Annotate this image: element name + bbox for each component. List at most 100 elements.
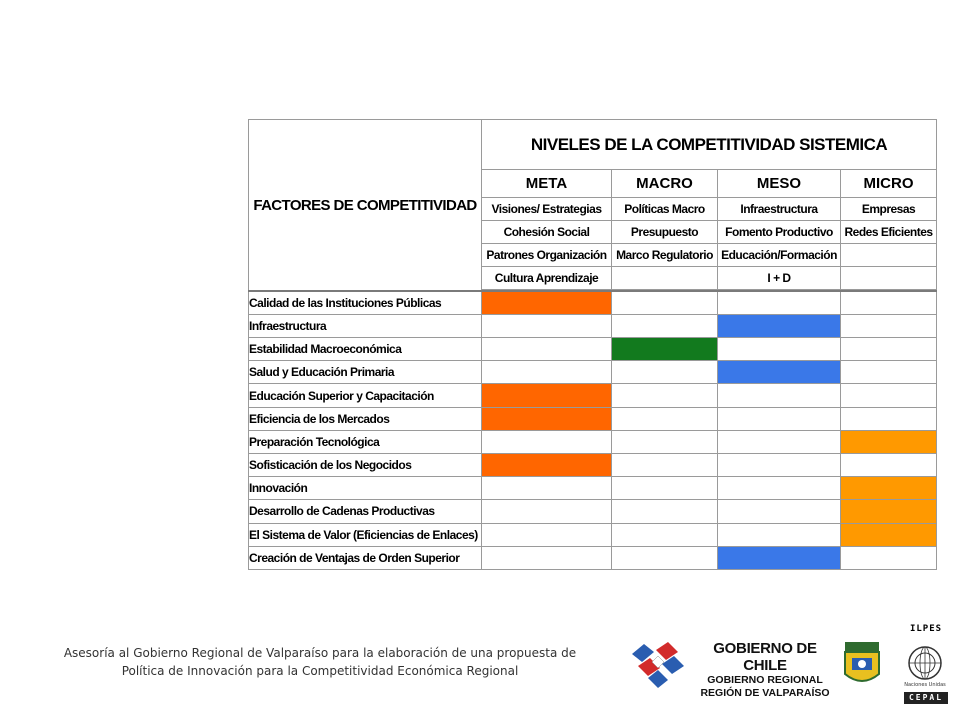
un-caption: Naciones Unidas bbox=[904, 682, 946, 688]
subheader-cell: I + D bbox=[717, 266, 841, 291]
level-cell-micro bbox=[839, 383, 938, 408]
factor-label: Innovación bbox=[248, 476, 482, 501]
footer-line-2: Política de Innovación para la Competiti… bbox=[121, 664, 519, 678]
subheader-cell: Cohesión Social bbox=[481, 219, 612, 244]
subheader-cell: Cultura Aprendizaje bbox=[481, 266, 612, 291]
level-cell-meta bbox=[481, 545, 612, 571]
subheader-cell bbox=[611, 266, 718, 291]
factor-label: Desarrollo de Cadenas Productivas bbox=[248, 499, 482, 524]
level-cell-meso bbox=[717, 429, 841, 454]
gobierno-subtitle-2: REGIÓN DE VALPARAÍSO bbox=[700, 687, 830, 699]
factor-label: Eficiencia de los Mercados bbox=[248, 406, 482, 431]
level-cell-macro bbox=[611, 545, 718, 571]
level-cell-meta bbox=[481, 290, 612, 315]
factor-label: Infraestructura bbox=[248, 313, 482, 339]
level-cell-meso bbox=[717, 360, 841, 385]
factor-label: Creación de Ventajas de Orden Superior bbox=[248, 545, 482, 571]
level-cell-micro bbox=[839, 429, 938, 454]
level-cell-micro bbox=[839, 406, 938, 431]
factor-row: Eficiencia de los Mercados bbox=[248, 406, 938, 431]
cepal-label: CEPAL bbox=[904, 692, 948, 704]
level-cell-macro bbox=[611, 383, 718, 408]
level-cell-meta bbox=[481, 452, 612, 478]
level-cell-meta bbox=[481, 337, 612, 362]
level-cell-meso bbox=[717, 290, 841, 315]
factor-label: Preparación Tecnológica bbox=[248, 429, 482, 454]
level-cell-macro bbox=[611, 360, 718, 385]
level-cell-macro bbox=[611, 429, 718, 454]
level-cell-micro bbox=[839, 290, 938, 315]
factors-header: FACTORES DE COMPETITIVIDAD bbox=[248, 119, 482, 292]
subheader-cell: Marco Regulatorio bbox=[611, 242, 718, 268]
gobierno-star-logo-icon bbox=[632, 642, 684, 688]
level-cell-meso bbox=[717, 452, 841, 478]
factor-row: Desarrollo de Cadenas Productivas bbox=[248, 499, 938, 524]
gobierno-subtitle-1: GOBIERNO REGIONAL bbox=[707, 674, 823, 686]
level-cell-meso bbox=[717, 522, 841, 547]
regional-crest-icon bbox=[844, 642, 880, 682]
factor-row: Educación Superior y Capacitación bbox=[248, 383, 938, 408]
level-cell-micro bbox=[839, 522, 938, 547]
subheader-cell: Políticas Macro bbox=[611, 196, 718, 221]
ilpes-label: ILPES bbox=[909, 624, 943, 634]
competitiveness-table-container: FACTORES DE COMPETITIVIDAD NIVELES DE LA… bbox=[248, 118, 938, 571]
subheader-cell: Visiones/ Estrategias bbox=[481, 196, 612, 221]
level-cell-meso bbox=[717, 545, 841, 571]
level-cell-micro bbox=[839, 545, 938, 571]
level-cell-meso bbox=[717, 313, 841, 339]
level-cell-macro bbox=[611, 499, 718, 524]
subheader-cell bbox=[839, 266, 938, 291]
subheader-cell: Educación/Formación bbox=[717, 242, 841, 268]
level-cell-meso bbox=[717, 383, 841, 408]
level-cell-macro bbox=[611, 406, 718, 431]
level-cell-meso bbox=[717, 499, 841, 524]
united-nations-emblem-icon bbox=[908, 646, 942, 680]
subheader-cell: Presupuesto bbox=[611, 219, 718, 244]
factor-row: Sofisticación de los Negocidos bbox=[248, 452, 938, 478]
factor-label: El Sistema de Valor (Eficiencias de Enla… bbox=[248, 522, 482, 547]
level-header-meso: MESO bbox=[717, 169, 841, 198]
level-cell-micro bbox=[839, 476, 938, 501]
level-cell-micro bbox=[839, 313, 938, 339]
level-cell-meta bbox=[481, 522, 612, 547]
factor-row: Calidad de las Instituciones Públicas bbox=[248, 290, 938, 315]
subheader-cell: Fomento Productivo bbox=[717, 219, 841, 244]
level-cell-meso bbox=[717, 406, 841, 431]
factor-row: Salud y Educación Primaria bbox=[248, 360, 938, 385]
level-cell-macro bbox=[611, 452, 718, 478]
factor-label: Sofisticación de los Negocidos bbox=[248, 452, 482, 478]
factor-label: Estabilidad Macroeconómica bbox=[248, 337, 482, 362]
factor-row: Creación de Ventajas de Orden Superior bbox=[248, 545, 938, 571]
level-cell-macro bbox=[611, 337, 718, 362]
factor-row: Preparación Tecnológica bbox=[248, 429, 938, 454]
factor-row: Estabilidad Macroeconómica bbox=[248, 337, 938, 362]
factor-row: El Sistema de Valor (Eficiencias de Enla… bbox=[248, 522, 938, 547]
level-header-macro: MACRO bbox=[611, 169, 718, 198]
subheader-cell: Redes Eficientes bbox=[839, 219, 938, 244]
level-cell-meta bbox=[481, 360, 612, 385]
level-cell-micro bbox=[839, 360, 938, 385]
factor-row: Innovación bbox=[248, 476, 938, 501]
level-cell-meta bbox=[481, 499, 612, 524]
table-title: NIVELES DE LA COMPETITIVIDAD SISTEMICA bbox=[480, 118, 938, 171]
gobierno-title: GOBIERNO DE CHILE bbox=[713, 640, 817, 674]
factor-label: Educación Superior y Capacitación bbox=[248, 383, 482, 408]
level-cell-micro bbox=[839, 499, 938, 524]
subheader-cell bbox=[839, 242, 938, 268]
level-cell-macro bbox=[611, 522, 718, 547]
footer-line-1: Asesoría al Gobierno Regional de Valpara… bbox=[63, 646, 577, 660]
level-cell-meta bbox=[481, 476, 612, 501]
level-cell-meta bbox=[481, 429, 612, 454]
level-cell-macro bbox=[611, 313, 718, 339]
level-cell-macro bbox=[611, 290, 718, 315]
factor-label: Calidad de las Instituciones Públicas bbox=[248, 290, 482, 315]
competitiveness-table: FACTORES DE COMPETITIVIDAD NIVELES DE LA… bbox=[248, 118, 938, 571]
subheader-cell: Patrones Organización bbox=[481, 242, 612, 268]
gobierno-logo-text: GOBIERNO DE CHILE GOBIERNO REGIONAL REGI… bbox=[690, 640, 840, 700]
level-header-micro: MICRO bbox=[839, 169, 938, 198]
level-cell-meta bbox=[481, 313, 612, 339]
factor-row: Infraestructura bbox=[248, 313, 938, 339]
level-cell-macro bbox=[611, 476, 718, 501]
level-cell-meso bbox=[717, 476, 841, 501]
subheader-cell: Empresas bbox=[839, 196, 938, 221]
